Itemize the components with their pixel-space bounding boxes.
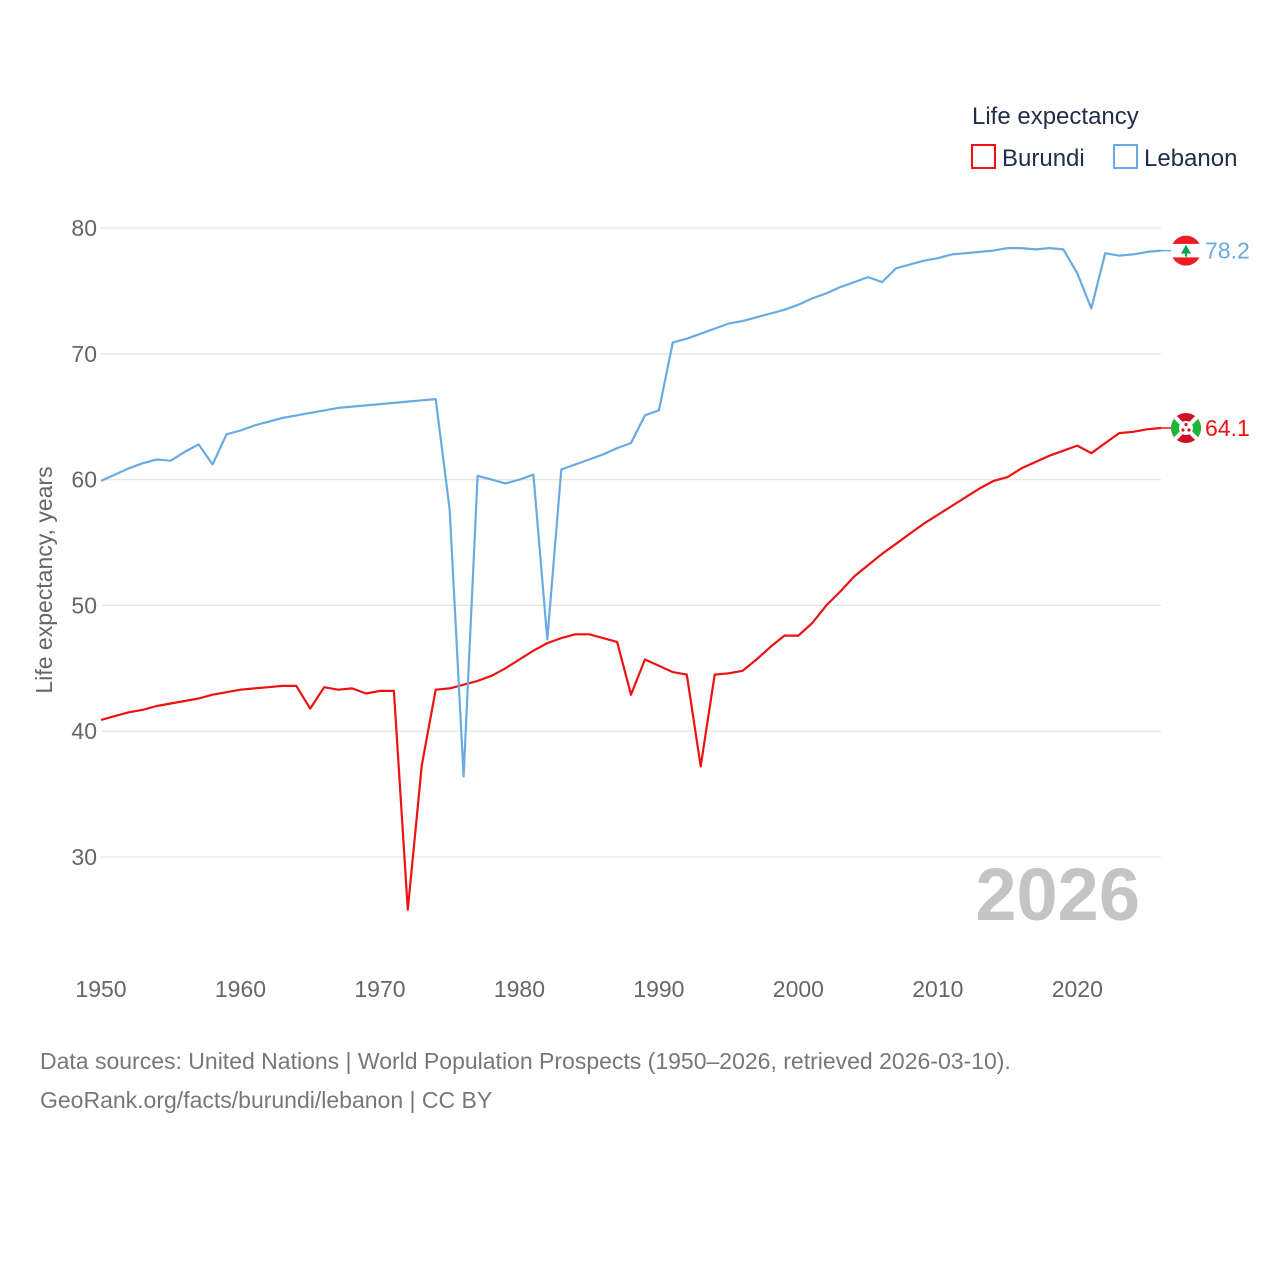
x-tick-label: 2020 bbox=[1052, 976, 1103, 1002]
current-year-watermark: 2026 bbox=[975, 853, 1140, 936]
legend: Life expectancy Burundi Lebanon bbox=[971, 103, 1237, 172]
gridlines bbox=[101, 227, 1161, 858]
y-tick-label: 30 bbox=[71, 844, 97, 870]
series-line-lebanon[interactable] bbox=[100, 247, 1162, 778]
legend-item-burundi[interactable]: Burundi bbox=[971, 144, 1085, 172]
series-line-burundi[interactable] bbox=[100, 426, 1162, 911]
legend-title: Life expectancy bbox=[972, 103, 1139, 130]
legend-swatch-lebanon bbox=[1113, 144, 1138, 169]
end-value-label-lebanon: 78.2 bbox=[1205, 238, 1250, 264]
source-url-text[interactable]: GeoRank.org/facts/burundi/lebanon | CC B… bbox=[40, 1087, 493, 1113]
legend-label-lebanon: Lebanon bbox=[1144, 145, 1237, 172]
x-tick-label: 1950 bbox=[75, 976, 126, 1002]
lebanon-flag-icon bbox=[1171, 235, 1201, 266]
series-end-markers: 64.1 78.2 bbox=[1161, 235, 1250, 444]
x-axis-ticks: 1950 1960 1970 1980 1990 2000 2010 2020 bbox=[75, 976, 1102, 1002]
series-lines bbox=[100, 247, 1162, 911]
x-tick-label: 1980 bbox=[494, 976, 545, 1002]
end-value-label-burundi: 64.1 bbox=[1205, 415, 1250, 441]
x-tick-label: 1960 bbox=[215, 976, 266, 1002]
x-tick-label: 1990 bbox=[633, 976, 684, 1002]
x-tick-label: 2010 bbox=[912, 976, 963, 1002]
chart-footer: Data sources: United Nations | World Pop… bbox=[40, 1042, 1011, 1120]
y-tick-label: 50 bbox=[71, 592, 97, 618]
data-source-text: Data sources: United Nations | World Pop… bbox=[40, 1048, 1011, 1074]
y-tick-label: 60 bbox=[71, 467, 97, 493]
y-axis-ticks: 30 40 50 60 70 80 bbox=[71, 215, 97, 870]
y-tick-label: 70 bbox=[71, 341, 97, 367]
y-tick-label: 40 bbox=[71, 718, 97, 744]
y-tick-label: 80 bbox=[71, 215, 97, 241]
legend-label-burundi: Burundi bbox=[1002, 145, 1085, 172]
legend-item-lebanon[interactable]: Lebanon bbox=[1113, 144, 1237, 172]
legend-swatch-burundi bbox=[971, 144, 996, 169]
x-tick-label: 2000 bbox=[773, 976, 824, 1002]
burundi-flag-icon bbox=[1171, 413, 1201, 444]
x-tick-label: 1970 bbox=[354, 976, 405, 1002]
line-chart: 30 40 50 60 70 80 1950 1960 1970 1980 1990 2000 201… bbox=[31, 103, 1250, 1002]
y-axis-label: Life expectancy, years bbox=[31, 466, 57, 693]
